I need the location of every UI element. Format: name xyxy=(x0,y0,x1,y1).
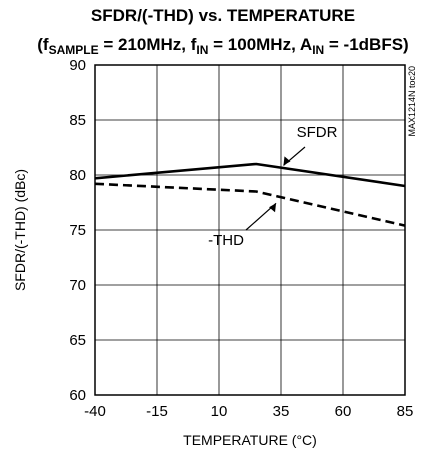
y-tick-labels: 60 65 70 75 80 85 90 xyxy=(69,57,86,404)
y-tick-label: 75 xyxy=(69,222,86,239)
x-tick-label: 85 xyxy=(397,403,414,420)
grid xyxy=(94,64,406,396)
x-tick-label: 10 xyxy=(211,403,228,420)
annotations: SFDR -THD xyxy=(208,124,337,249)
sfdr-annotation-label: SFDR xyxy=(297,124,338,141)
x-axis-label: TEMPERATURE (°C) xyxy=(183,432,317,448)
y-tick-label: 90 xyxy=(69,57,86,74)
y-tick-label: 65 xyxy=(69,332,86,349)
plot-frame xyxy=(94,64,406,396)
x-tick-label: 60 xyxy=(335,403,352,420)
y-tick-label: 80 xyxy=(69,167,86,184)
x-tick-label: 35 xyxy=(273,403,290,420)
x-tick-label: -40 xyxy=(84,403,106,420)
series-layer xyxy=(94,162,406,227)
y-tick-label: 85 xyxy=(69,112,86,129)
series-line-sfdr xyxy=(94,162,406,188)
figure-id-label: MAX1214N toc20 xyxy=(407,66,417,137)
chart-subtitle: (fSAMPLE = 210MHz, fIN = 100MHz, AIN = -… xyxy=(37,35,408,57)
thd-arrowhead xyxy=(269,203,277,213)
chart-title: SFDR/(-THD) vs. TEMPERATURE xyxy=(91,6,355,25)
y-tick-label: 70 xyxy=(69,277,86,294)
thd-annotation-label: -THD xyxy=(208,232,244,249)
x-tick-label: -15 xyxy=(146,403,168,420)
series-line-thd xyxy=(94,182,406,227)
y-tick-label: 60 xyxy=(69,387,86,404)
x-tick-labels: -40 -15 10 35 60 85 xyxy=(84,403,413,420)
sfdr-arrowhead xyxy=(283,156,291,166)
y-axis-label: SFDR/(-THD) (dBc) xyxy=(12,169,28,291)
